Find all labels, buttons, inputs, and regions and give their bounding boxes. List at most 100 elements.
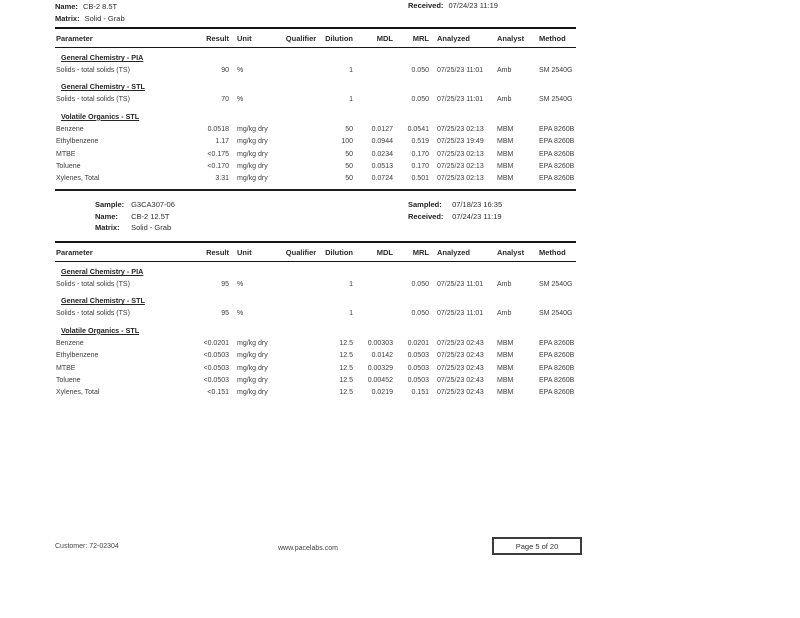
cell-unit: % [237, 281, 244, 288]
cell-unit: % [237, 96, 244, 104]
section-title: General Chemistry - STL [61, 82, 145, 92]
cell-unit: mg/kg dry [237, 138, 268, 146]
cell-mdl: 0.0944 [371, 138, 393, 146]
cell-parameter: Ethylbenzene [56, 352, 99, 360]
cell-parameter: Ethylbenzene [56, 138, 99, 146]
table-row: MTBE <0.0503 mg/kg dry 12.5 0.00329 0.0503 07/… [55, 363, 576, 375]
table-row: Solids - total solids (TS) 70% 1 0.050 07/25… [55, 94, 576, 106]
table1-body: General Chemistry - PIA Solids - total so… [55, 53, 576, 186]
col-header-result: Result [206, 248, 229, 257]
table-row: Xylenes, Total <0.151 mg/kg dry 12.5 0.0219 0… [55, 387, 576, 399]
cell-qualifier [281, 350, 321, 362]
cell-mrl: 0.0541 [407, 125, 429, 133]
cell-dilution: 100 [341, 138, 353, 146]
cell-mdl: 0.00329 [367, 364, 393, 372]
sample2-matrix-row: Matrix: Solid - Grab [95, 222, 175, 234]
cell-analyzed: 07/25/23 02:13 [437, 175, 484, 183]
cell-parameter: MTBE [56, 364, 76, 372]
cell-analyzed: 07/25/23 02:43 [437, 364, 484, 372]
sample1-name-value: CB-2 8.5T [82, 2, 118, 11]
col-header-unit: Unit [237, 248, 252, 257]
sample2-dates: Sampled: 07/18/23 16:35 Received: 07/24/… [408, 199, 502, 222]
table-row: Ethylbenzene <0.0503 mg/kg dry 12.5 0.0142 0.… [55, 350, 576, 362]
cell-analyzed: 07/25/23 11:01 [437, 96, 484, 104]
cell-mdl [359, 279, 399, 291]
table-row: Ethylbenzene 1.17 mg/kg dry 100 0.0944 0.519 0… [55, 136, 576, 148]
results-table-2: Parameter Result Unit Qualifier Dilution… [55, 241, 576, 400]
cell-mrl: 0.519 [411, 138, 429, 146]
col-header-mrl: MRL [412, 34, 429, 43]
cell-mdl: 0.0513 [371, 163, 393, 171]
table-row: Solids - total solids (TS) 95% 1 0.050 07/25… [55, 279, 576, 291]
cell-qualifier [281, 124, 321, 136]
cell-method: SM 2540G [539, 281, 573, 288]
section-title: Volatile Organics - STL [61, 325, 140, 335]
cell-parameter: Solids - total solids (TS) [56, 96, 130, 104]
sample1-matrix-value: Solid - Grab [84, 14, 125, 23]
cell-qualifier [281, 94, 321, 106]
sample1-received-label: Received: [408, 1, 444, 10]
sample2-name-label: Name: [95, 211, 118, 221]
cell-unit: mg/kg dry [237, 125, 268, 133]
cell-method: EPA 8260B [539, 364, 575, 372]
cell-unit: mg/kg dry [237, 352, 268, 360]
cell-dilution: 1 [349, 67, 353, 74]
cell-parameter: Toluene [56, 377, 81, 385]
cell-method: SM 2540G [539, 67, 573, 74]
cell-unit: % [237, 310, 244, 318]
col-header-analyzed: Analyzed [437, 248, 470, 257]
footer-website: www.pacelabs.com [278, 545, 338, 552]
cell-result: <0.175 [207, 150, 229, 158]
page-number-box: Page 5 of 20 [492, 537, 582, 555]
section-title: General Chemistry - STL [61, 296, 145, 306]
col-header-method: Method [539, 248, 566, 257]
sample1-received-row: Received: 07/24/23 11:19 [408, 1, 498, 10]
cell-mrl: 0.0201 [407, 339, 429, 347]
cell-parameter: Xylenes, Total [56, 175, 100, 183]
cell-mrl: 0.050 [411, 96, 429, 104]
cell-mrl: 0.0503 [407, 352, 429, 360]
cell-dilution: 12.5 [339, 364, 353, 372]
cell-mdl: 0.0219 [371, 389, 393, 397]
cell-mrl: 0.151 [411, 389, 429, 397]
cell-unit: mg/kg dry [237, 175, 268, 183]
cell-parameter: Benzene [56, 125, 84, 133]
cell-analyst: MBM [497, 389, 514, 397]
cell-unit: mg/kg dry [237, 163, 268, 171]
col-header-analyst: Analyst [497, 248, 525, 257]
cell-method: SM 2540G [539, 310, 573, 318]
cell-parameter: Toluene [56, 163, 81, 171]
cell-analyst: Amb [497, 281, 512, 288]
col-header-mdl: MDL [376, 34, 393, 43]
sample2-matrix-value: Solid - Grab [131, 223, 172, 232]
cell-mrl: 0.170 [411, 163, 429, 171]
cell-method: EPA 8260B [539, 377, 575, 385]
table-row: Solids - total solids (TS) 95% 1 0.050 07/25… [55, 308, 576, 320]
col-header-mrl: MRL [412, 248, 429, 257]
cell-parameter: MTBE [56, 150, 76, 158]
cell-analyst: MBM [497, 150, 514, 158]
cell-mrl: 0.170 [411, 150, 429, 158]
cell-dilution: 50 [345, 163, 353, 171]
sample1-name-row: Name: CB-2 8.5T [55, 1, 125, 13]
cell-method: EPA 8260B [539, 138, 575, 146]
footer-customer-number: Customer: 72-02304 [55, 543, 119, 550]
cell-analyzed: 07/25/23 02:43 [437, 377, 484, 385]
sample2-matrix-label: Matrix: [95, 223, 120, 232]
section-title: Volatile Organics - STL [61, 111, 140, 121]
cell-result: <0.0503 [203, 364, 230, 372]
cell-mrl: 0.0503 [407, 364, 429, 372]
cell-analyst: MBM [497, 138, 514, 146]
table-row: MTBE <0.175 mg/kg dry 50 0.0234 0.170 07/25/23… [55, 149, 576, 161]
cell-parameter: Solids - total solids (TS) [56, 310, 130, 318]
cell-qualifier [281, 375, 321, 387]
sample2-sampled-row: Sampled: 07/18/23 16:35 [408, 199, 502, 211]
table-row: Solids - total solids (TS) 90% 1 0.050 07/25… [55, 65, 576, 77]
cell-mrl: 0.050 [411, 281, 429, 288]
cell-analyst: MBM [497, 339, 514, 347]
cell-mrl: 0.501 [411, 175, 429, 183]
cell-result: 3.31 [215, 175, 229, 183]
col-header-mdl: MDL [376, 248, 393, 257]
sample2-id-row: Sample: G3CA307-06 [95, 199, 175, 211]
cell-analyst: MBM [497, 125, 514, 133]
